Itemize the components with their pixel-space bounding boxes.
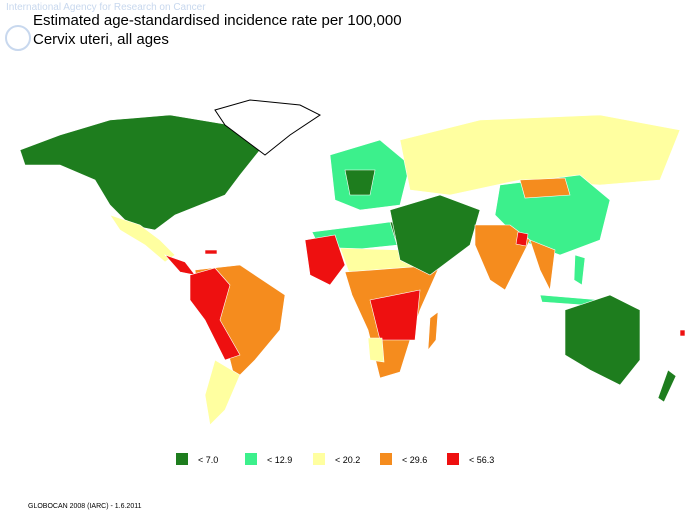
region: [164, 254, 196, 276]
legend-swatch: [245, 453, 257, 465]
region: [529, 239, 556, 292]
region: [389, 194, 481, 276]
region: [189, 267, 241, 361]
region: [657, 369, 677, 403]
legend-swatch: [313, 453, 325, 465]
region: [204, 249, 218, 255]
region: [304, 234, 346, 286]
region: [679, 329, 686, 337]
region: [573, 254, 586, 286]
legend-swatch: [176, 453, 188, 465]
legend-label: < 12.9: [267, 455, 292, 465]
legend-label: < 7.0: [198, 455, 218, 465]
legend-label: < 20.2: [335, 455, 360, 465]
map-subtitle: Cervix uteri, all ages: [33, 31, 169, 48]
region: [515, 231, 529, 247]
map: [19, 99, 686, 426]
region: [399, 114, 681, 196]
map-title: Estimated age-standardised incidence rat…: [33, 12, 402, 29]
watermark: International Agency for Research on Can…: [6, 2, 206, 13]
region: [427, 311, 439, 351]
logo: [5, 25, 31, 51]
legend-swatch: [380, 453, 392, 465]
region: [344, 169, 376, 196]
region: [367, 337, 385, 363]
source-note: GLOBOCAN 2008 (IARC) - 1.6.2011: [28, 503, 142, 510]
greenland: [214, 99, 321, 156]
region: [519, 177, 571, 199]
legend-swatch: [447, 453, 459, 465]
region: [19, 114, 261, 231]
legend-label: < 56.3: [469, 455, 494, 465]
legend: < 7.0 < 12.9 < 20.2 < 29.6 < 56.3: [176, 453, 494, 465]
region: [369, 289, 421, 341]
region: [564, 294, 641, 386]
region: [204, 359, 241, 426]
legend-label: < 29.6: [402, 455, 427, 465]
